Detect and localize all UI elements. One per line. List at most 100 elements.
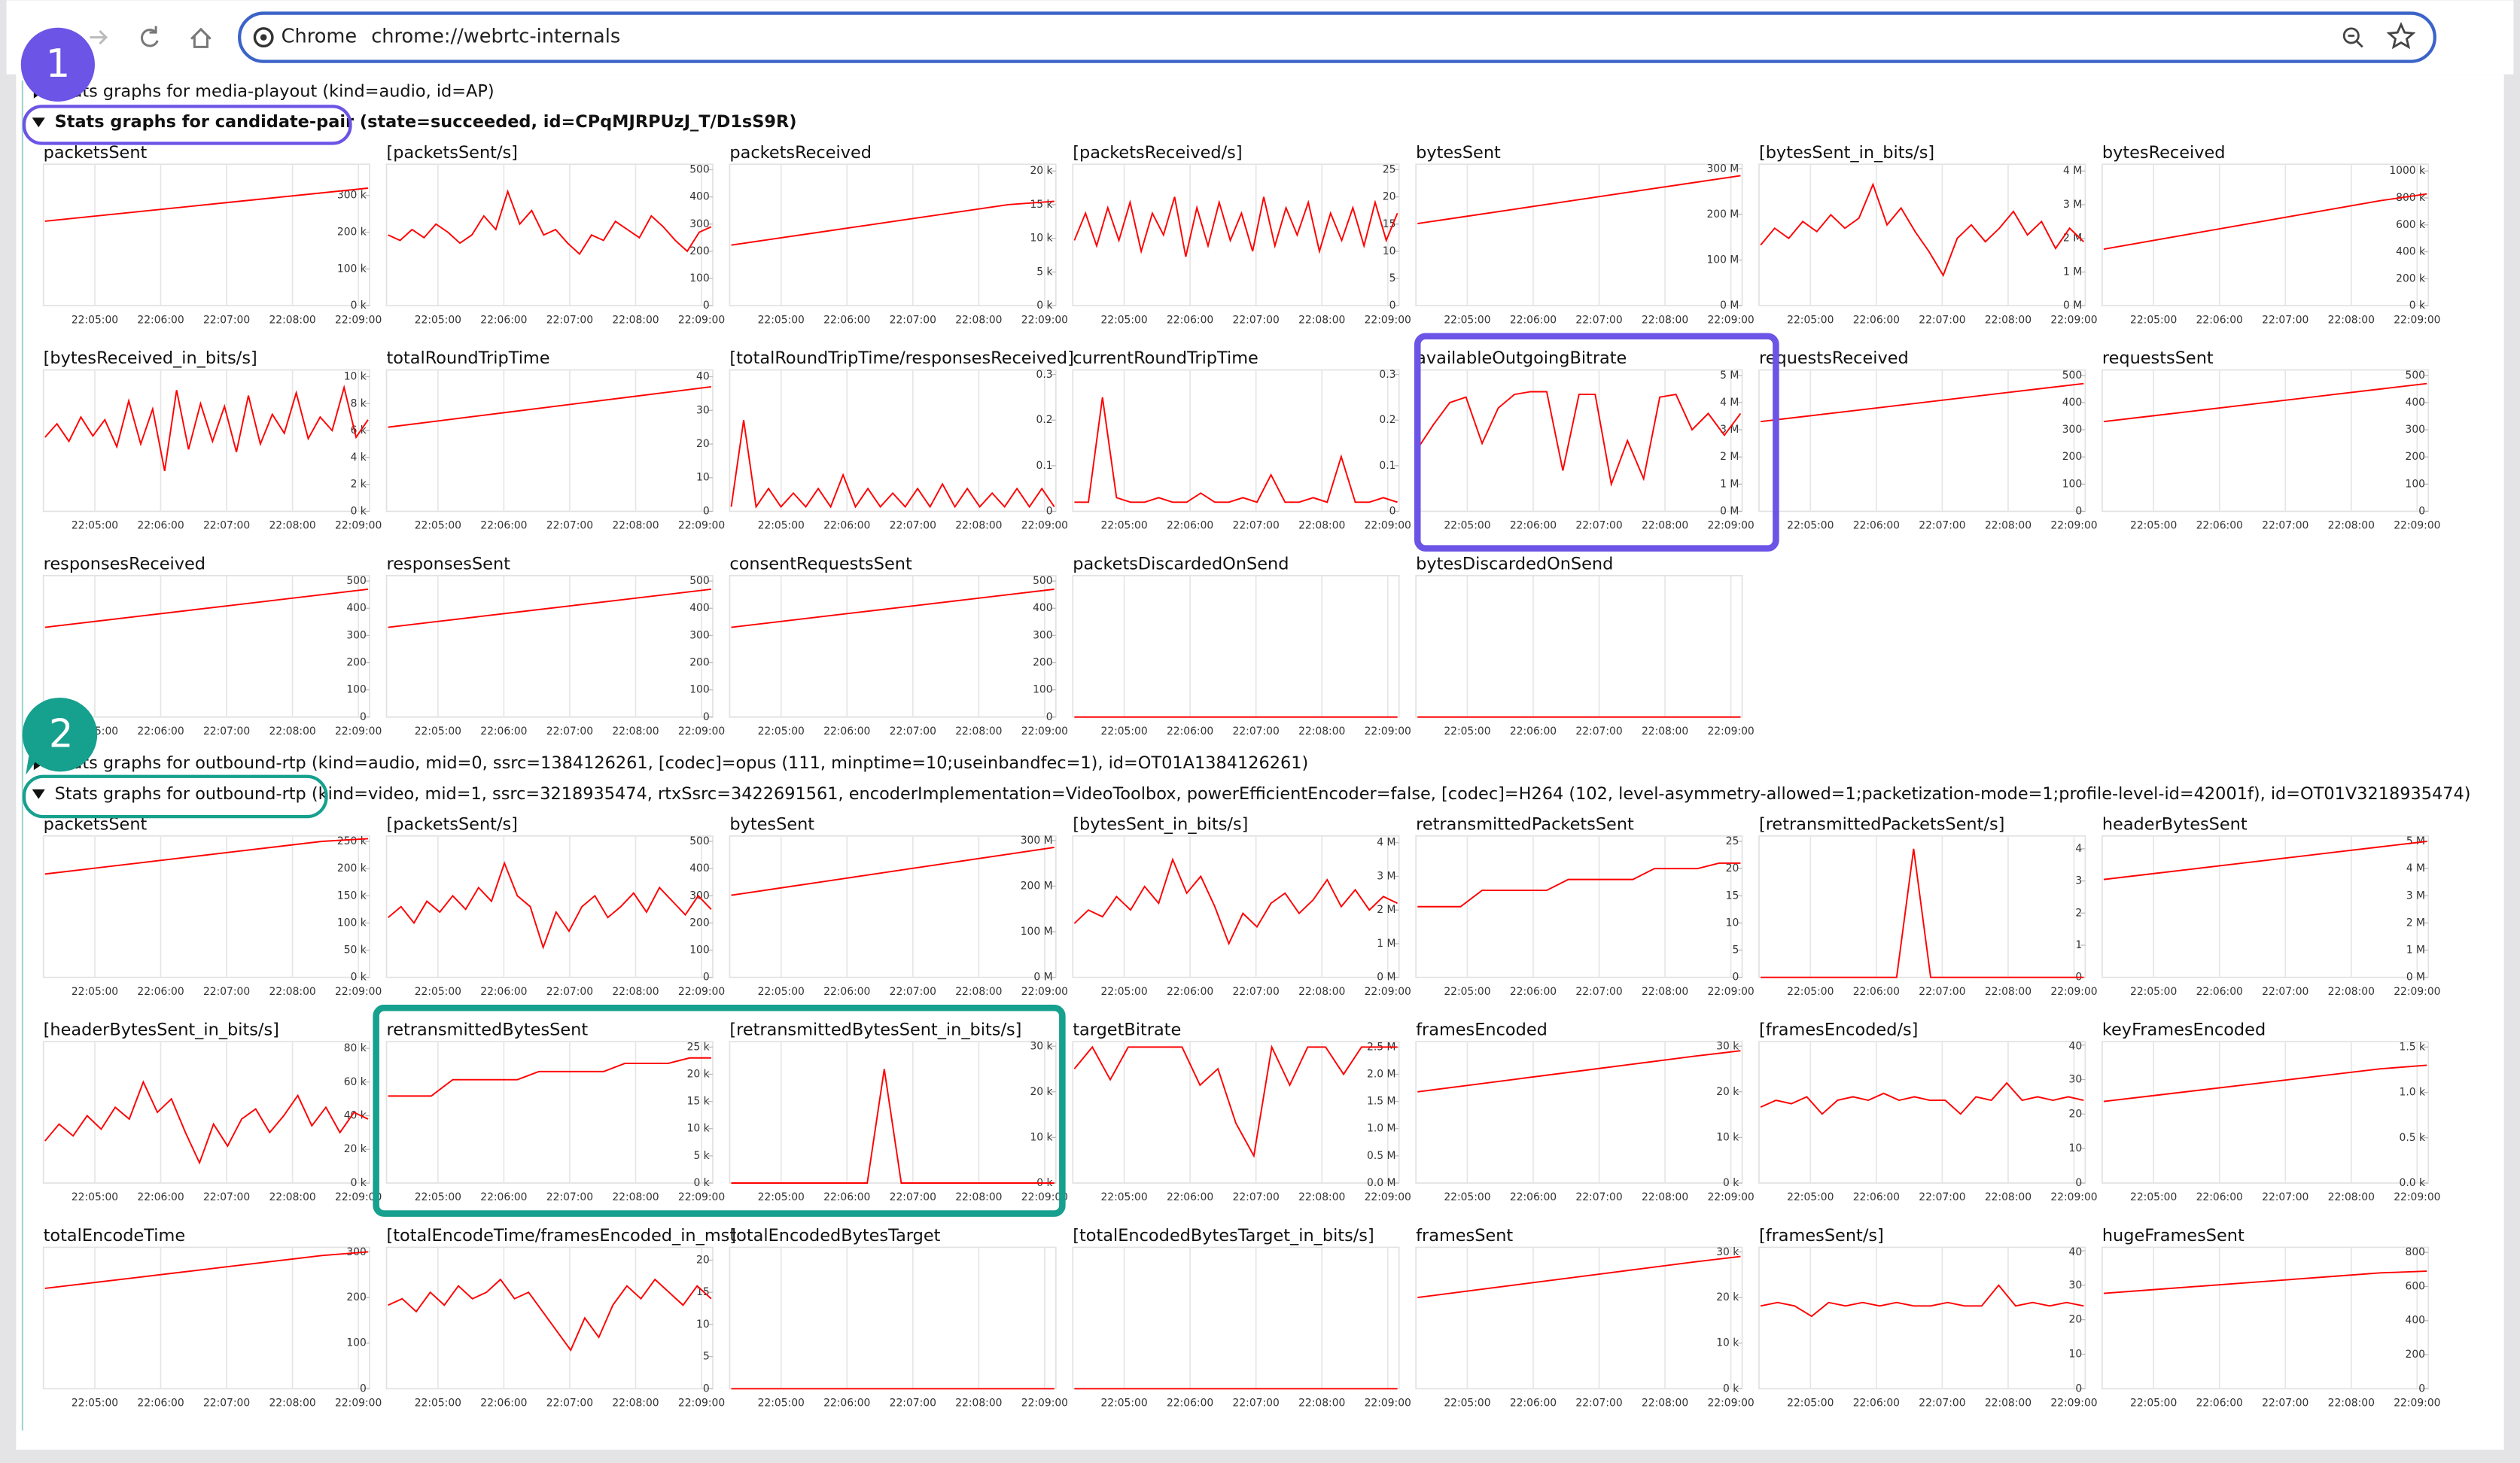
y-tick-label: 150 k <box>337 890 367 902</box>
zoom-icon[interactable] <box>2342 27 2360 44</box>
x-tick-label: 22:06:00 <box>2196 1398 2243 1410</box>
graph-title: packetsReceived <box>729 143 872 163</box>
y-tick-label: 800 <box>2406 1246 2425 1258</box>
y-tick-label: 5 <box>703 1351 710 1363</box>
x-tick-label: 22:08:00 <box>269 1398 315 1410</box>
x-tick-label: 22:08:00 <box>955 986 1002 998</box>
y-tick-label: 1 M <box>2063 266 2082 278</box>
series-line <box>388 386 711 428</box>
home-button[interactable] <box>190 27 212 48</box>
plot-area <box>1758 835 2086 978</box>
forward-button[interactable] <box>90 29 108 45</box>
x-tick-label: 22:08:00 <box>1298 520 1345 532</box>
reload-button[interactable] <box>141 26 159 47</box>
y-tick-label: 4 k <box>351 452 367 464</box>
plot-area <box>385 1246 714 1390</box>
graph-title: availableOutgoingBitrate <box>1416 348 1627 368</box>
x-tick-label: 22:08:00 <box>1642 520 1688 532</box>
x-tick-label: 22:05:00 <box>72 520 118 532</box>
x-tick-label: 22:08:00 <box>1985 314 2032 326</box>
y-tick-label: 0 <box>703 711 710 723</box>
graph-title: requestsReceived <box>1759 348 1909 368</box>
x-tick-label: 22:06:00 <box>823 520 870 532</box>
series-line <box>1761 848 2084 978</box>
x-tick-label: 22:09:00 <box>2394 520 2440 532</box>
graph-title: responsesReceived <box>44 554 205 573</box>
y-tick-label: 200 k <box>337 227 367 239</box>
x-tick-label: 22:07:00 <box>2262 1191 2308 1203</box>
y-tick-label: 0 <box>2418 1382 2425 1395</box>
series-line <box>388 861 712 950</box>
y-tick-label: 30 k <box>1030 1040 1052 1052</box>
y-tick-label: 0.0 M <box>1367 1177 1395 1189</box>
expand-toggle[interactable] <box>32 117 45 128</box>
series-line <box>730 420 1055 509</box>
x-tick-label: 22:08:00 <box>1298 314 1345 326</box>
x-tick-label: 22:06:00 <box>1167 1398 1213 1410</box>
x-tick-label: 22:07:00 <box>1233 986 1280 998</box>
x-tick-label: 22:05:00 <box>758 520 805 532</box>
expand-toggle[interactable] <box>32 789 45 799</box>
section-header[interactable]: Stats graphs for outbound-rtp (kind=vide… <box>55 784 2471 804</box>
y-tick-label: 0 <box>2418 505 2425 517</box>
x-tick-label: 22:09:00 <box>1021 520 1068 532</box>
x-tick-label: 22:08:00 <box>1642 725 1688 738</box>
series-line <box>1073 196 1398 257</box>
section-header[interactable]: Stats graphs for outbound-rtp (kind=audi… <box>55 753 1309 773</box>
y-tick-label: 20 k <box>1030 165 1052 177</box>
series-line <box>44 187 369 222</box>
x-tick-label: 22:05:00 <box>1100 725 1147 738</box>
graph-title: [headerBytesSent_in_bits/s] <box>44 1020 279 1040</box>
y-tick-label: 500 <box>689 835 709 847</box>
y-tick-label: 100 <box>689 684 709 696</box>
nav-buttons[interactable] <box>40 26 212 48</box>
x-tick-label: 22:09:00 <box>2050 520 2097 532</box>
x-tick-label: 22:07:00 <box>890 725 936 738</box>
series-line <box>1760 182 2084 278</box>
plot-area <box>385 163 714 307</box>
x-tick-label: 22:09:00 <box>1021 725 1068 738</box>
y-tick-label: 10 k <box>687 1123 710 1135</box>
y-tick-label: 15 k <box>687 1096 710 1108</box>
y-tick-label: 0.2 <box>1379 414 1395 426</box>
url-text[interactable]: chrome://webrtc-internals <box>371 26 620 48</box>
plot-area <box>1758 369 2086 513</box>
x-tick-label: 22:08:00 <box>1298 1398 1345 1410</box>
y-tick-label: 200 k <box>2396 272 2425 284</box>
plot-area <box>385 369 714 513</box>
y-tick-label: 15 <box>1726 890 1739 902</box>
x-tick-label: 22:09:00 <box>1707 1398 1754 1410</box>
x-tick-label: 22:05:00 <box>1100 1398 1147 1410</box>
x-tick-label: 22:06:00 <box>823 1191 870 1203</box>
omnibox[interactable] <box>238 11 2436 63</box>
plot-area <box>1072 369 1400 513</box>
y-tick-label: 0 <box>1046 711 1053 723</box>
plot-area <box>1758 163 2086 307</box>
y-tick-label: 25 k <box>687 1041 710 1053</box>
y-tick-label: 4 M <box>1377 837 1395 849</box>
x-tick-label: 22:05:00 <box>1100 314 1147 326</box>
y-tick-label: 0.1 <box>1379 460 1395 472</box>
y-tick-label: 400 <box>2406 397 2425 409</box>
plot-area <box>729 1246 1057 1390</box>
section-header[interactable]: Stats graphs for media-playout (kind=aud… <box>55 82 495 102</box>
graph-title: [retransmittedBytesSent_in_bits/s] <box>729 1020 1021 1040</box>
x-tick-label: 22:07:00 <box>2262 986 2308 998</box>
plot-area <box>729 1041 1057 1184</box>
x-tick-label: 22:06:00 <box>1853 986 1900 998</box>
plot-area <box>42 369 370 513</box>
y-tick-label: 100 <box>689 272 709 284</box>
x-tick-label: 22:09:00 <box>678 725 725 738</box>
graph-highlight <box>373 1004 1066 1217</box>
graph-title: totalEncodeTime <box>44 1226 185 1246</box>
x-tick-label: 22:08:00 <box>955 725 1002 738</box>
y-tick-label: 200 <box>689 917 709 929</box>
series-line <box>731 200 1055 246</box>
bookmark-star[interactable] <box>2386 22 2416 50</box>
section-header[interactable]: Stats graphs for candidate-pair (state=s… <box>55 112 797 132</box>
y-tick-label: 40 k <box>344 1110 367 1122</box>
plot-area <box>1072 835 1400 978</box>
y-tick-label: 15 <box>696 1286 710 1298</box>
series-line <box>731 588 1055 628</box>
y-tick-label: 10 k <box>1716 1131 1739 1143</box>
